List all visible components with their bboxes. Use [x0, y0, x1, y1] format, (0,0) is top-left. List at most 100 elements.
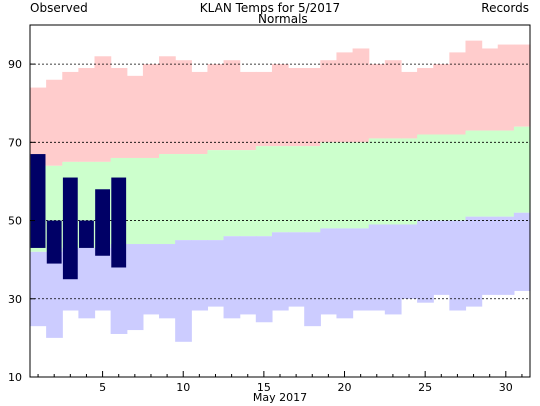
normal-band: [175, 154, 192, 241]
record-low-band: [320, 228, 338, 315]
record-low-band: [288, 232, 305, 307]
record-low-band: [368, 224, 386, 311]
record-low-band: [513, 212, 531, 291]
record-low-band: [497, 216, 515, 295]
observed-bar: [46, 220, 62, 264]
legend-normals: Normals: [258, 12, 308, 26]
record-high-band: [62, 71, 79, 162]
x-tick-label: 30: [499, 381, 513, 394]
record-high-band: [497, 44, 515, 131]
normal-band: [417, 134, 434, 221]
record-low-band: [352, 228, 370, 311]
record-high-band: [481, 48, 499, 131]
normal-band: [352, 142, 370, 229]
record-high-band: [304, 68, 321, 147]
normal-band: [433, 134, 450, 221]
record-high-band: [417, 68, 434, 135]
record-high-band: [465, 40, 483, 131]
y-tick-label: 10: [8, 371, 22, 384]
normal-band: [239, 150, 257, 237]
record-high-band: [94, 56, 112, 162]
x-tick-label: 15: [257, 381, 271, 394]
record-high-band: [30, 87, 47, 166]
record-high-band: [255, 71, 273, 147]
record-low-band: [465, 216, 483, 307]
record-high-band: [191, 71, 209, 155]
record-high-band: [336, 52, 354, 143]
y-tick-label: 70: [8, 136, 22, 149]
record-high-band: [271, 64, 289, 147]
record-low-band: [223, 236, 241, 319]
normal-band: [497, 130, 515, 217]
x-tick-label: 5: [99, 381, 106, 394]
y-tick-label: 30: [8, 293, 22, 306]
record-low-band: [481, 216, 499, 295]
normal-band: [400, 138, 418, 225]
x-tick-label: 10: [176, 381, 190, 394]
record-low-band: [126, 244, 144, 331]
record-low-band: [336, 228, 354, 319]
record-high-band: [352, 48, 370, 143]
record-high-band: [433, 64, 450, 135]
chart-title: KLAN Temps for 5/2017: [199, 1, 341, 15]
record-low-band: [159, 244, 176, 319]
record-low-band: [304, 232, 321, 327]
record-low-band: [191, 240, 209, 311]
record-high-band: [449, 52, 467, 135]
record-low-band: [433, 220, 450, 295]
normal-band: [465, 130, 483, 217]
normal-band: [142, 157, 160, 245]
x-tick-label: 25: [418, 381, 432, 394]
observed-bar: [95, 189, 110, 256]
record-high-band: [513, 44, 531, 127]
observed-bar: [62, 177, 78, 280]
record-high-band: [288, 68, 305, 147]
record-high-band: [110, 68, 128, 158]
normal-band: [336, 142, 354, 229]
record-high-band: [142, 64, 160, 158]
record-low-band: [30, 251, 47, 327]
record-low-band: [271, 232, 289, 311]
record-high-band: [368, 64, 386, 139]
normal-band: [191, 154, 209, 241]
record-high-band: [320, 60, 338, 143]
observed-bar: [111, 177, 127, 268]
record-high-band: [400, 71, 418, 139]
record-low-band: [400, 224, 418, 299]
normal-band: [449, 134, 467, 221]
record-low-band: [78, 247, 96, 319]
record-low-band: [255, 236, 273, 323]
legend-observed: Observed: [30, 1, 88, 15]
normal-band: [288, 146, 305, 233]
normal-band: [255, 146, 273, 237]
record-and-normal-bands: [30, 40, 531, 342]
record-low-band: [384, 224, 402, 315]
observed-bars: [30, 154, 127, 280]
record-high-band: [384, 60, 402, 139]
record-high-band: [126, 75, 144, 158]
record-low-band: [94, 247, 112, 311]
record-high-band: [46, 79, 63, 166]
normal-band: [159, 154, 176, 245]
normal-band: [271, 146, 289, 233]
record-high-band: [207, 64, 225, 151]
normal-band: [368, 138, 386, 225]
x-tick-label: 20: [338, 381, 352, 394]
normal-band: [304, 146, 321, 233]
record-low-band: [207, 240, 225, 307]
observed-bar: [30, 154, 46, 248]
y-tick-label: 50: [8, 215, 22, 228]
legend-records: Records: [481, 1, 529, 15]
observed-bar: [79, 220, 94, 248]
normal-band: [207, 150, 225, 241]
grid-lines: [30, 63, 530, 300]
record-high-band: [175, 60, 192, 155]
normal-band: [223, 150, 241, 237]
record-high-band: [78, 68, 96, 162]
normal-band: [320, 142, 338, 229]
record-low-band: [417, 220, 434, 303]
record-high-band: [159, 56, 176, 155]
normal-band: [481, 130, 499, 217]
normal-band: [513, 126, 531, 213]
